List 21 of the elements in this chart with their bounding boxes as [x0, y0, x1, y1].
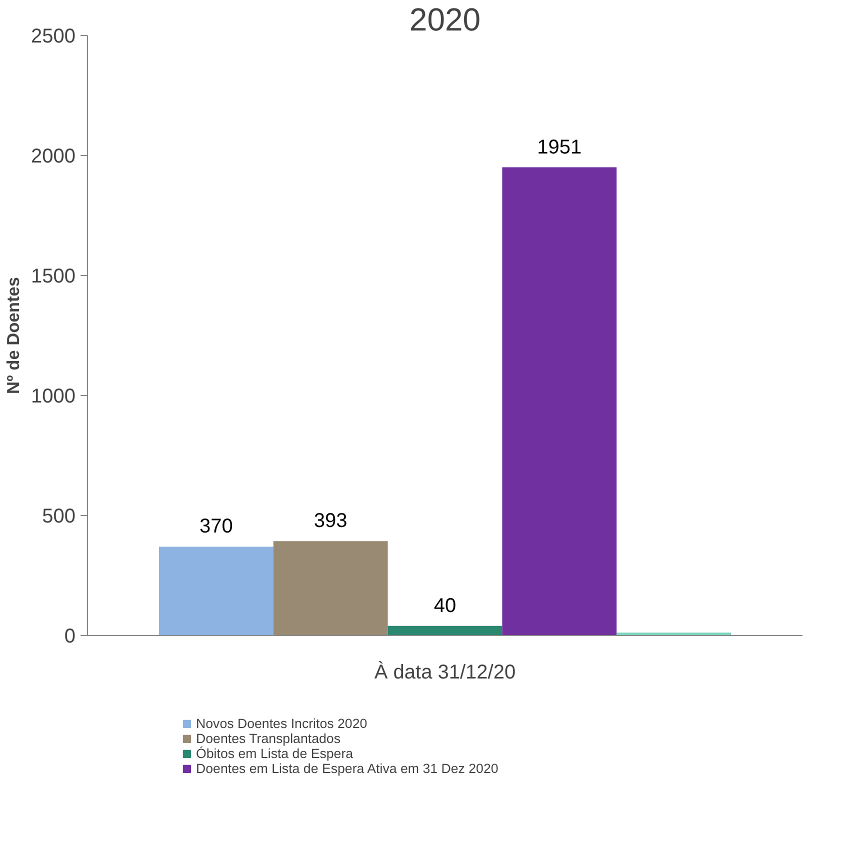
- data-label: 40: [434, 594, 456, 617]
- legend-label: Novos Doentes Incritos 2020: [196, 716, 368, 731]
- y-tick-label: 500: [42, 506, 76, 528]
- bar: [273, 541, 388, 636]
- bar: [388, 626, 502, 636]
- y-tick-label: 2000: [31, 146, 76, 168]
- bar: [502, 167, 617, 636]
- data-label: 1951: [537, 136, 582, 158]
- legend-label: Óbitos em Lista de Espera: [196, 746, 354, 761]
- y-tick-label: 0: [64, 626, 76, 648]
- y-tick-label: 2500: [31, 26, 76, 48]
- legend-label: Doentes Transplantados: [196, 731, 340, 746]
- data-label: 393: [314, 510, 348, 532]
- bar: [159, 546, 274, 636]
- chart-title: 2020: [409, 2, 481, 38]
- y-tick-label: 1500: [31, 266, 76, 288]
- data-label: 370: [200, 516, 233, 538]
- legend-label: Doentes em Lista de Espera Ativa em 31 Dez 2020: [196, 761, 498, 776]
- y-tick-label: 1000: [31, 386, 76, 408]
- x-tick-label: À data 31/12/20: [374, 660, 516, 684]
- y-axis-title: Nº de Doentes: [3, 276, 24, 394]
